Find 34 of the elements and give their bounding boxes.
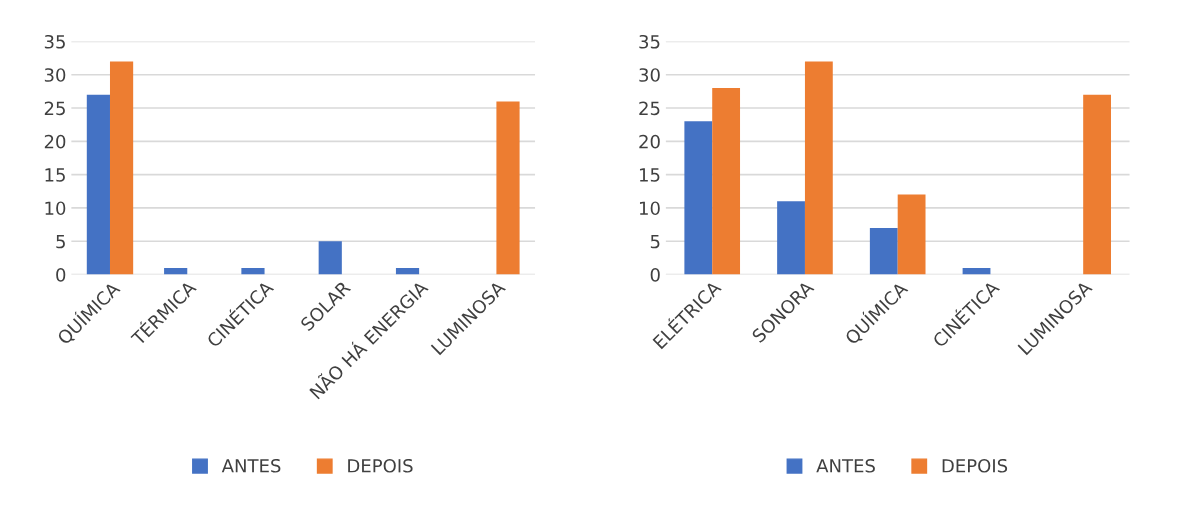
y-tick-label: 15 <box>45 168 65 182</box>
y-tick-label: 20 <box>44 134 66 149</box>
bar <box>241 267 265 275</box>
bar <box>869 227 898 275</box>
legend-label: DEPOIS <box>348 458 413 473</box>
bar <box>318 241 342 275</box>
y-tick-label: 0 <box>56 268 66 282</box>
y-tick-label: 5 <box>56 234 65 249</box>
y-tick-label: 20 <box>639 134 660 149</box>
bar <box>496 101 520 275</box>
bar <box>86 94 110 275</box>
bar <box>804 61 833 275</box>
y-tick-label: 15 <box>639 168 660 182</box>
bar <box>395 267 420 275</box>
y-tick-label: 25 <box>639 101 660 116</box>
y-tick-label: 25 <box>44 101 65 116</box>
bar <box>712 88 741 275</box>
bar <box>109 61 134 275</box>
legend-label: DEPOIS <box>942 458 1008 473</box>
bar <box>684 121 713 275</box>
y-tick-label: 10 <box>639 201 660 216</box>
legend-label: ANTES <box>221 458 281 473</box>
y-tick-label: 0 <box>650 268 660 282</box>
y-tick-label: 5 <box>650 234 660 249</box>
y-tick-label: 10 <box>45 201 66 216</box>
bar <box>777 201 805 275</box>
legend-label: ANTES <box>816 458 875 473</box>
bar <box>1083 94 1111 275</box>
bar <box>897 194 926 275</box>
y-tick-label: 35 <box>44 34 65 49</box>
y-tick-label: 30 <box>44 68 66 82</box>
y-tick-label: 30 <box>639 68 660 82</box>
y-tick-label: 35 <box>639 34 660 49</box>
bar <box>164 267 188 275</box>
